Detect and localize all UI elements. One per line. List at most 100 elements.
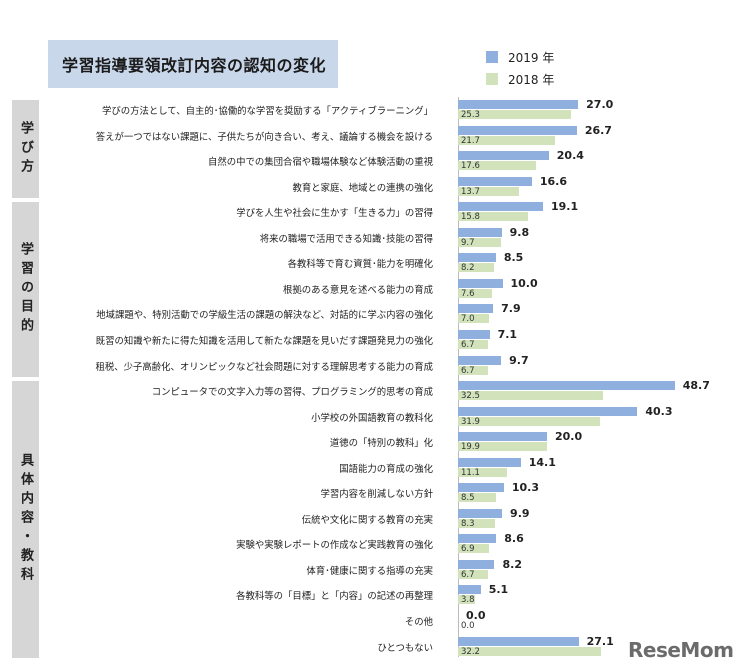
category-label: 小学校の外国語教育の教科化 [311,412,433,424]
data-label-2019: 20.0 [555,430,583,444]
legend-swatch-2019 [486,51,498,63]
data-label-2018: 7.6 [461,288,475,299]
data-label-2018: 6.9 [461,544,475,555]
bar-2019 [458,508,503,518]
bar-2018 [458,161,537,171]
category-label: 将来の職場で活用できる知識･技能の習得 [259,233,433,245]
data-label-2019: 8.6 [504,532,524,546]
bar-2018 [458,365,488,375]
category-label: 地域課題や、特別活動での学級生活の課題の解決など、対話的に学ぶ内容の強化 [96,310,433,322]
group-band: 具体内容・教科 [12,381,39,659]
bar-2019 [458,176,532,186]
bar-2018 [458,493,496,503]
data-label-2018: 9.7 [461,237,475,248]
bar-2019 [458,406,638,416]
group-band: 学び方 [12,100,39,199]
category-label: 学びを人生や社会に生かす「生きる力」の習得 [236,208,433,220]
bar-2019 [458,227,502,237]
data-label-2019: 27.1 [586,634,614,648]
data-label-2019: 16.6 [539,174,567,188]
data-label-2019: 26.7 [584,123,612,137]
bar-2019 [458,457,521,467]
data-label-2018: 6.7 [461,569,475,580]
bar-2018 [458,237,502,247]
group-label: 学習の目的 [18,242,33,338]
category-label: 道徳の「特別の教科」化 [329,438,433,450]
legend-item-2019: 2019 年 [486,48,554,66]
data-label-2018: 21.7 [461,135,480,146]
data-label-2018: 32.2 [461,646,480,657]
bar-2019 [458,253,496,263]
category-label: 既習の知識や新たに得た知識を活用して新たな課題を見いだす課題発見力の強化 [95,335,433,347]
group-band: 学習の目的 [12,202,39,378]
bar-2018 [458,416,600,426]
bar-2019 [458,202,543,212]
bar-2019 [458,534,497,544]
legend: 2019 年 2018 年 [486,48,554,92]
data-label-2019: 8.2 [502,557,522,571]
data-label-2019: 9.9 [510,506,530,520]
data-label-2019: 10.3 [511,481,539,495]
data-label-2019: 14.1 [528,455,556,469]
bar-2019 [458,304,494,314]
category-label: 国語能力の育成の強化 [339,463,433,475]
data-label-2018: 6.7 [461,339,475,350]
category-label: 根拠のある意見を述べる能力の育成 [282,284,433,296]
bar-2018 [458,391,603,401]
bar-2018 [458,186,519,196]
data-label-2019: 10.0 [510,276,538,290]
bar-2018 [458,646,602,656]
bar-2019 [458,278,503,288]
category-label: 体育･健康に関する指導の充実 [306,565,433,577]
bar-2019 [458,125,577,135]
data-label-2018: 8.5 [461,493,475,504]
category-label: 各教科等の「目標」と「内容」の記述の再整理 [236,591,433,603]
category-label: 租税、少子高齢化、オリンピックなど社会問題に対する理解思考する能力の育成 [95,361,433,373]
data-label-2018: 11.1 [461,467,480,478]
data-label-2019: 7.9 [501,302,521,316]
category-label: 実験や実験レポートの作成など実践教育の強化 [236,540,433,552]
data-label-2018: 32.5 [461,391,480,402]
bar-2019 [458,151,549,161]
bar-2019 [458,355,502,365]
group-label: 学び方 [18,120,33,178]
data-label-2018: 15.8 [461,212,480,223]
bar-2019 [458,483,504,493]
data-label-2018: 13.7 [461,186,480,197]
data-label-2018: 3.8 [461,595,475,606]
chart-title: 学習指導要領改訂内容の認知の変化 [62,56,327,75]
bar-2018 [458,467,508,477]
data-label-2019: 48.7 [682,379,710,393]
data-label-2018: 17.6 [461,161,480,172]
bar-2018 [458,314,490,324]
category-label: その他 [404,617,433,628]
legend-label-2018: 2018 年 [508,72,555,87]
bar-2018 [458,595,475,605]
category-label: 学びの方法として、自主的･協働的な学習を奨励する「アクティブラーニング」 [101,106,433,117]
data-label-2019: 8.5 [503,251,524,265]
category-label: 教育と家庭、地域との連携の強化 [292,182,433,194]
data-label-2018: 6.7 [461,365,475,376]
category-label: 伝統や文化に関する教育の充実 [301,514,433,526]
bar-2018 [458,212,529,222]
legend-label-2019: 2019 年 [508,50,555,65]
data-label-2018: 8.2 [461,263,475,274]
data-label-2019: 9.8 [509,225,530,239]
bar-2019 [458,381,675,391]
bar-2018 [458,135,555,145]
bar-2018 [458,263,495,273]
data-label-2019: 7.1 [497,327,518,341]
axis-line [458,97,459,657]
bar-2018 [458,569,488,579]
data-label-2019: 9.7 [509,353,529,367]
data-label-2019: 20.4 [556,149,584,163]
data-label-2018: 31.9 [461,416,480,427]
data-label-2018: 8.3 [461,518,475,529]
bar-2018 [458,518,495,528]
data-label-2018: 0.0 [461,621,475,631]
bar-2019 [458,585,481,595]
bar-2019 [458,636,579,646]
data-label-2018: 7.0 [461,314,475,325]
category-label: 自然の中での集団合宿や職場体験など体験活動の重視 [207,157,433,169]
data-label-2019: 40.3 [645,404,673,418]
